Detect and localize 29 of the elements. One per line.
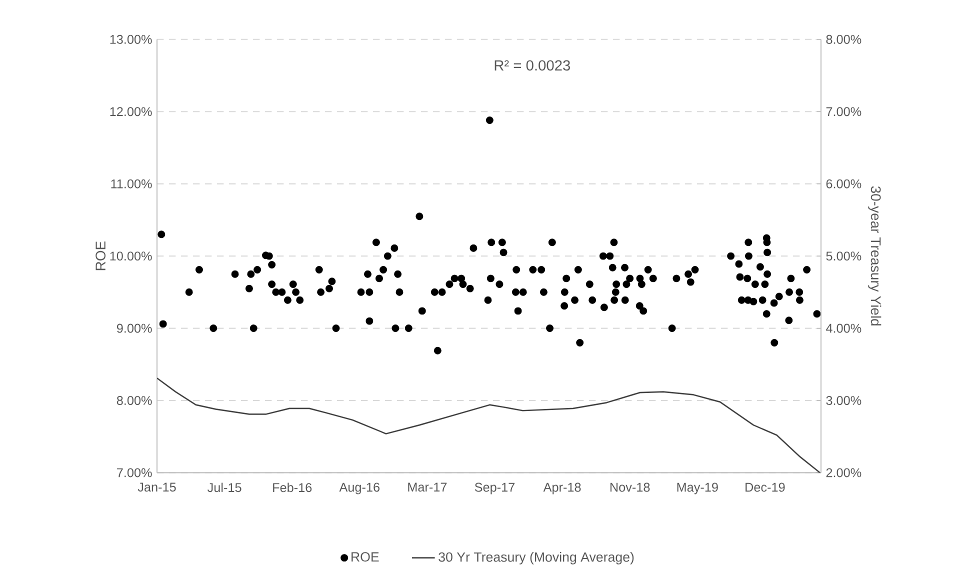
y-tick-label: 10.00%: [110, 252, 152, 261]
y2-tick-label: 4.00%: [826, 324, 862, 333]
x-tick-label: May-19: [677, 482, 718, 494]
x-tick-label: Sep-17: [474, 482, 515, 494]
x-tick-label: Apr-18: [543, 482, 581, 494]
y2-tick-label: 2.00%: [826, 468, 862, 478]
y2-tick-label: 8.00%: [826, 34, 862, 44]
y-tick-label: 11.00%: [111, 179, 152, 188]
x-tick-label: Dec-19: [746, 482, 785, 492]
y2-axis-title: 30-year Treasury Yield: [868, 186, 882, 326]
x-tick-label: Feb-16: [273, 482, 312, 492]
y-tick-label: 13.00%: [110, 34, 152, 44]
y2-tick-label: 5.00%: [826, 252, 862, 261]
y-tick-label: 12.00%: [110, 107, 152, 116]
annotation: R² = 0.0023: [494, 60, 570, 71]
y2-tick-label: 6.00%: [826, 179, 862, 188]
y-tick-label: 8.00%: [116, 396, 152, 405]
x-tick-label: Jul-15: [207, 482, 242, 492]
x-tick-label: Aug-16: [339, 482, 380, 494]
y-tick-label: 7.00%: [117, 468, 152, 478]
x-tick-label: Jan-15: [138, 482, 176, 492]
y-axis-title: ROE: [96, 242, 106, 270]
y2-tick-label: 7.00%: [826, 107, 862, 116]
x-tick-label: Nov-18: [610, 482, 650, 492]
y2-tick-label: 3.00%: [826, 396, 862, 405]
x-tick-label: Mar-17: [408, 482, 447, 492]
legend-label: 30 Yr Treasury (Moving Average): [438, 552, 634, 564]
legend-label: ROE: [352, 552, 379, 562]
y-tick-label: 9.00%: [116, 324, 152, 333]
